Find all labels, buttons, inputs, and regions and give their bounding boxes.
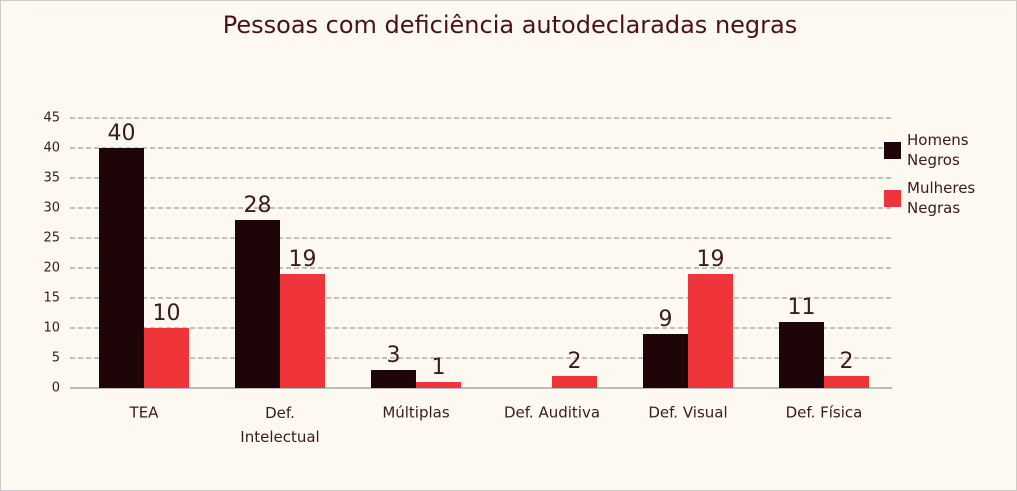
- y-tick-label: 35: [43, 171, 60, 186]
- data-label: 19: [697, 247, 725, 272]
- bar: [99, 148, 144, 388]
- x-tick-label: Def. Visual: [648, 404, 727, 422]
- data-label: 19: [289, 247, 317, 272]
- data-label: 40: [108, 121, 136, 146]
- bar: [688, 274, 733, 388]
- y-tick-label: 20: [43, 261, 60, 276]
- data-label: 2: [568, 349, 582, 374]
- y-tick-label: 15: [43, 291, 60, 306]
- bar: [824, 376, 869, 388]
- data-label: 28: [244, 193, 272, 218]
- bar: [235, 220, 280, 388]
- legend-swatch: [884, 142, 901, 159]
- data-label: 2: [840, 349, 854, 374]
- y-tick-label: 0: [52, 381, 60, 396]
- data-label: 1: [432, 355, 446, 380]
- bar: [552, 376, 597, 388]
- y-tick-label: 30: [43, 201, 60, 216]
- bar: [416, 382, 461, 388]
- y-tick-label: 5: [52, 351, 60, 366]
- bar: [280, 274, 325, 388]
- x-tick-label: Múltiplas: [382, 404, 450, 422]
- y-tick-label: 40: [43, 141, 60, 156]
- data-label: 3: [387, 343, 401, 368]
- x-tick-label: Def. Auditiva: [504, 404, 600, 422]
- data-label: 10: [153, 301, 181, 326]
- y-tick-label: 45: [43, 111, 60, 126]
- data-label: 11: [788, 295, 816, 320]
- data-label: 9: [659, 307, 673, 332]
- chart-title: Pessoas com deficiência autodeclaradas n…: [223, 11, 797, 39]
- legend-swatch: [884, 190, 901, 207]
- x-tick-label: Def. Intelectual: [240, 404, 319, 446]
- y-tick-label: 10: [43, 321, 60, 336]
- legend-label: Mulheres Negras: [907, 179, 975, 217]
- x-tick-label: TEA: [129, 404, 160, 422]
- bar: [371, 370, 416, 388]
- bar: [144, 328, 189, 388]
- bar: [779, 322, 824, 388]
- y-tick-label: 25: [43, 231, 60, 246]
- legend-label: Homens Negros: [907, 131, 969, 169]
- bar: [643, 334, 688, 388]
- x-tick-label: Def. Física: [786, 404, 863, 422]
